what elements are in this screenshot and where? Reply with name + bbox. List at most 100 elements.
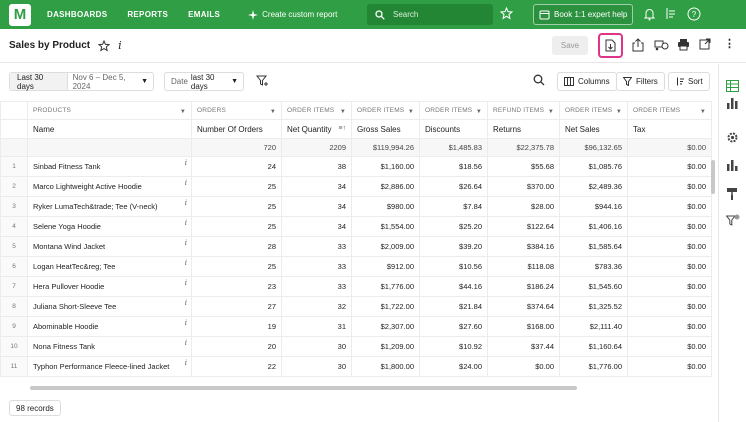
group-header[interactable]: ORDER ITEMS ▼ bbox=[559, 101, 628, 120]
group-header[interactable]: PRODUCTS ▼ bbox=[27, 101, 192, 120]
search-input[interactable]: Search bbox=[367, 4, 493, 25]
sort-label: Sort bbox=[688, 77, 703, 86]
table-cell: $1,776.00 bbox=[559, 356, 628, 377]
column-header-net-sales[interactable]: Net Sales bbox=[559, 119, 628, 139]
product-info-icon[interactable]: i bbox=[184, 239, 187, 247]
chevron-down-icon: ▼ bbox=[231, 78, 238, 85]
nav-dashboards[interactable]: DASHBOARDS bbox=[47, 10, 108, 19]
table-row[interactable]: 6 Logan HeatTec&reg; Tee i 25 33 $912.00 $10.5… bbox=[0, 256, 712, 277]
date-filter[interactable]: Date last 30 days ▼ bbox=[164, 72, 244, 91]
product-info-icon[interactable]: i bbox=[184, 199, 187, 207]
product-info-icon[interactable]: i bbox=[184, 179, 187, 187]
table-cell: 33 bbox=[281, 236, 352, 257]
totals-row: 720 2209 $119,994.26 $1,485.83 $22,375.7… bbox=[0, 138, 712, 157]
table-cell: $1,085.76 bbox=[559, 156, 628, 177]
column-menu-icon: ▼ bbox=[699, 108, 706, 115]
totals-spacer bbox=[0, 138, 28, 157]
column-header-net-quantity[interactable]: Net Quantity ≡↑ bbox=[281, 119, 352, 139]
info-icon[interactable]: i bbox=[118, 39, 122, 52]
table-search-icon[interactable] bbox=[533, 74, 545, 86]
table-row[interactable]: 10 Nona Fitness Tank i 20 30 $1,209.00 $10.92 $… bbox=[0, 336, 712, 357]
table-row[interactable]: 9 Abominable Hoodie i 19 31 $2,307.00 $27.60 $1… bbox=[0, 316, 712, 337]
table-cell: $24.00 bbox=[419, 356, 488, 377]
nav-reports[interactable]: REPORTS bbox=[127, 10, 169, 19]
sort-button[interactable]: Sort bbox=[668, 72, 710, 91]
paint-roller-icon[interactable] bbox=[726, 187, 739, 200]
app-logo[interactable]: M bbox=[9, 3, 31, 26]
schedule-delivery-icon[interactable] bbox=[654, 38, 669, 51]
group-header[interactable]: ORDER ITEMS ▼ bbox=[281, 101, 352, 120]
chart-view-icon[interactable] bbox=[726, 97, 739, 109]
top-nav: M DASHBOARDS REPORTS EMAILS Create custo… bbox=[0, 0, 746, 29]
table-cell: 27 bbox=[191, 296, 282, 317]
table-cell: $0.00 bbox=[627, 196, 712, 217]
changelog-icon[interactable] bbox=[665, 7, 677, 20]
group-header[interactable]: REFUND ITEMS ▼ bbox=[487, 101, 560, 120]
export-button[interactable] bbox=[598, 33, 623, 58]
table-cell: $0.00 bbox=[627, 316, 712, 337]
product-info-icon[interactable]: i bbox=[184, 299, 187, 307]
nav-emails[interactable]: EMAILS bbox=[188, 10, 221, 19]
column-header-name[interactable]: Name bbox=[27, 119, 192, 139]
table-row[interactable]: 3 Ryker LumaTech&trade; Tee (V-neck) i 25 34… bbox=[0, 196, 712, 217]
bell-icon[interactable] bbox=[643, 7, 656, 21]
book-expert-button[interactable]: Book 1:1 expert help bbox=[533, 4, 633, 25]
column-header-discounts[interactable]: Discounts bbox=[419, 119, 488, 139]
open-external-icon[interactable] bbox=[699, 38, 711, 50]
product-name-text: Juliana Short-Sleeve Tee bbox=[33, 302, 117, 311]
product-info-icon[interactable]: i bbox=[184, 359, 187, 367]
filter-badge-icon[interactable] bbox=[726, 214, 740, 227]
table-row[interactable]: 11 Typhon Performance Fleece-lined Jacket… bbox=[0, 356, 712, 377]
table-row[interactable]: 2 Marco Lightweight Active Hoodie i 25 34 $2,… bbox=[0, 176, 712, 197]
chart-settings-icon[interactable] bbox=[726, 159, 739, 171]
favorite-star-icon[interactable] bbox=[500, 7, 513, 20]
search-placeholder: Search bbox=[393, 10, 419, 19]
table-cell: $168.00 bbox=[487, 316, 560, 337]
add-filter-icon[interactable] bbox=[256, 75, 269, 87]
product-name: Logan HeatTec&reg; Tee i bbox=[27, 256, 192, 277]
group-header[interactable]: ORDERS ▼ bbox=[191, 101, 282, 120]
column-header-orders[interactable]: Number Of Orders bbox=[191, 119, 282, 139]
product-info-icon[interactable]: i bbox=[184, 159, 187, 167]
table-cell: 34 bbox=[281, 216, 352, 237]
table-row[interactable]: 4 Selene Yoga Hoodie i 25 34 $1,554.00 $25.20 $… bbox=[0, 216, 712, 237]
filters-button[interactable]: Filters bbox=[616, 72, 665, 91]
table-cell: $7.84 bbox=[419, 196, 488, 217]
share-icon[interactable] bbox=[632, 38, 644, 52]
table-cell: $0.00 bbox=[627, 296, 712, 317]
column-header-tax[interactable]: Tax bbox=[627, 119, 712, 139]
star-icon[interactable] bbox=[98, 39, 111, 52]
group-header[interactable]: ORDER ITEMS ▼ bbox=[419, 101, 488, 120]
columns-button[interactable]: Columns bbox=[557, 72, 617, 91]
product-info-icon[interactable]: i bbox=[184, 259, 187, 267]
create-custom-report-button[interactable]: Create custom report bbox=[248, 9, 337, 20]
table-row[interactable]: 7 Hera Pullover Hoodie i 23 33 $1,776.00 $44.1… bbox=[0, 276, 712, 297]
group-header[interactable]: ORDER ITEMS ▼ bbox=[351, 101, 420, 120]
save-button[interactable]: Save bbox=[552, 36, 588, 55]
vertical-scrollbar[interactable] bbox=[711, 160, 715, 194]
product-info-icon[interactable]: i bbox=[184, 339, 187, 347]
column-header-gross-sales[interactable]: Gross Sales bbox=[351, 119, 420, 139]
table-cell: $18.56 bbox=[419, 156, 488, 177]
product-name-text: Abominable Hoodie bbox=[33, 322, 99, 331]
print-icon[interactable] bbox=[677, 38, 690, 51]
period-selector[interactable]: Last 30 days Nov 6 – Dec 5, 2024 ▼ bbox=[9, 72, 154, 91]
table-cell: $2,489.36 bbox=[559, 176, 628, 197]
product-info-icon[interactable]: i bbox=[184, 279, 187, 287]
search-icon bbox=[375, 9, 385, 20]
more-options-icon[interactable]: ⋮ bbox=[724, 38, 735, 50]
table-view-icon[interactable] bbox=[726, 80, 739, 92]
table-row[interactable]: 1 Sinbad Fitness Tank i 24 38 $1,160.00 $18.56… bbox=[0, 156, 712, 177]
product-info-icon[interactable]: i bbox=[184, 319, 187, 327]
table-row[interactable]: 8 Juliana Short-Sleeve Tee i 27 32 $1,722.00 $… bbox=[0, 296, 712, 317]
table-cell: $1,160.64 bbox=[559, 336, 628, 357]
chevron-down-icon: ▼ bbox=[141, 78, 148, 85]
column-header-returns[interactable]: Returns bbox=[487, 119, 560, 139]
settings-gear-icon[interactable] bbox=[726, 131, 739, 144]
group-header[interactable]: ORDER ITEMS ▼ bbox=[627, 101, 712, 120]
help-icon[interactable]: ? bbox=[687, 7, 701, 21]
table-row[interactable]: 5 Montana Wind Jacket i 28 33 $2,009.00 $39.20… bbox=[0, 236, 712, 257]
totals-cell: $96,132.65 bbox=[559, 138, 628, 157]
product-info-icon[interactable]: i bbox=[184, 219, 187, 227]
horizontal-scrollbar[interactable] bbox=[30, 386, 577, 390]
